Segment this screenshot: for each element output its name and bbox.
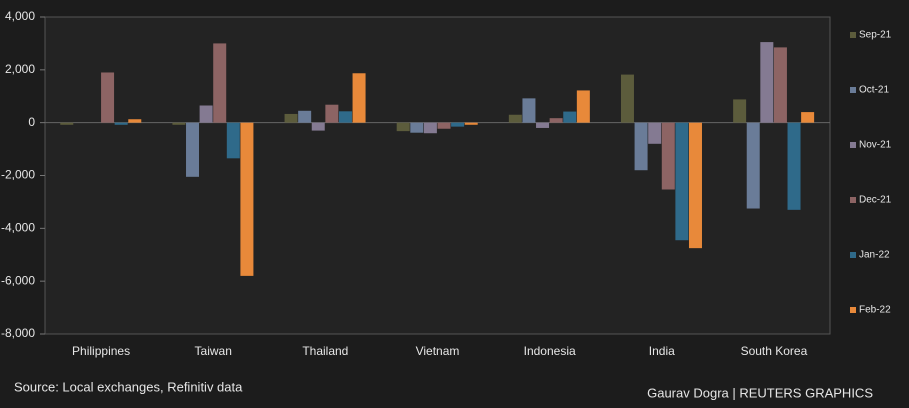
bar: [396, 122, 410, 132]
bar: [199, 105, 213, 123]
bar: [451, 122, 465, 127]
bar: [688, 122, 702, 249]
bar: [648, 122, 662, 144]
y-tick-label: 0: [28, 115, 35, 129]
bar: [522, 98, 536, 123]
x-tick-label: Philippines: [72, 344, 130, 358]
x-tick-label: South Korea: [741, 344, 808, 358]
bar: [773, 47, 787, 123]
legend-label: Nov-21: [859, 140, 892, 151]
x-tick-label: India: [649, 344, 675, 358]
legend-swatch: [850, 142, 856, 148]
bar: [410, 122, 424, 133]
bar: [549, 118, 563, 123]
bar: [226, 122, 240, 159]
bar: [298, 110, 312, 123]
bar: [437, 122, 451, 129]
bar: [284, 113, 298, 123]
y-tick-label: 4,000: [5, 9, 35, 23]
y-tick-label: -4,000: [1, 221, 35, 235]
bar: [787, 122, 801, 210]
x-tick-label: Taiwan: [195, 344, 232, 358]
bar: [101, 72, 115, 123]
bar: [620, 74, 634, 123]
bar: [172, 122, 186, 125]
bar: [311, 122, 325, 131]
bar: [576, 90, 590, 123]
bar: [760, 42, 774, 123]
legend-label: Sep-21: [859, 30, 892, 41]
plot-area: [44, 16, 831, 335]
legend-swatch: [850, 32, 856, 38]
bar: [464, 122, 478, 125]
bar: [733, 99, 747, 123]
bar: [240, 122, 254, 276]
bar: [634, 122, 648, 171]
x-tick-label: Indonesia: [524, 344, 576, 358]
bar: [60, 122, 74, 125]
bar: [746, 122, 760, 209]
bar: [325, 104, 339, 123]
bar: [563, 111, 577, 123]
bar: [338, 111, 352, 123]
legend-label: Dec-21: [859, 195, 892, 206]
source: Source: Local exchanges, Refinitiv data: [14, 379, 243, 394]
bar: [508, 114, 522, 123]
y-tick-label: -6,000: [1, 273, 35, 287]
bar: [801, 112, 815, 123]
legend-swatch: [850, 252, 856, 258]
x-tick-label: Vietnam: [416, 344, 460, 358]
bar: [352, 73, 366, 123]
y-tick-label: 2,000: [5, 62, 35, 76]
bar: [675, 122, 689, 241]
x-tick-label: Thailand: [302, 344, 348, 358]
legend-swatch: [850, 197, 856, 203]
bar: [536, 122, 550, 128]
legend-label: Oct-21: [859, 85, 889, 96]
legend-swatch: [850, 87, 856, 93]
bar: [128, 119, 142, 123]
y-tick-label: -8,000: [1, 326, 35, 340]
credit: Gaurav Dogra | REUTERS GRAPHICS: [647, 385, 873, 400]
bar: [186, 122, 200, 177]
bar: [114, 122, 128, 125]
legend-label: Jan-22: [859, 250, 890, 261]
y-tick-label: -2,000: [1, 168, 35, 182]
bar: [423, 122, 437, 134]
legend-label: Feb-22: [859, 305, 891, 316]
bar: [661, 122, 675, 190]
legend-swatch: [850, 307, 856, 313]
bar: [213, 43, 227, 123]
